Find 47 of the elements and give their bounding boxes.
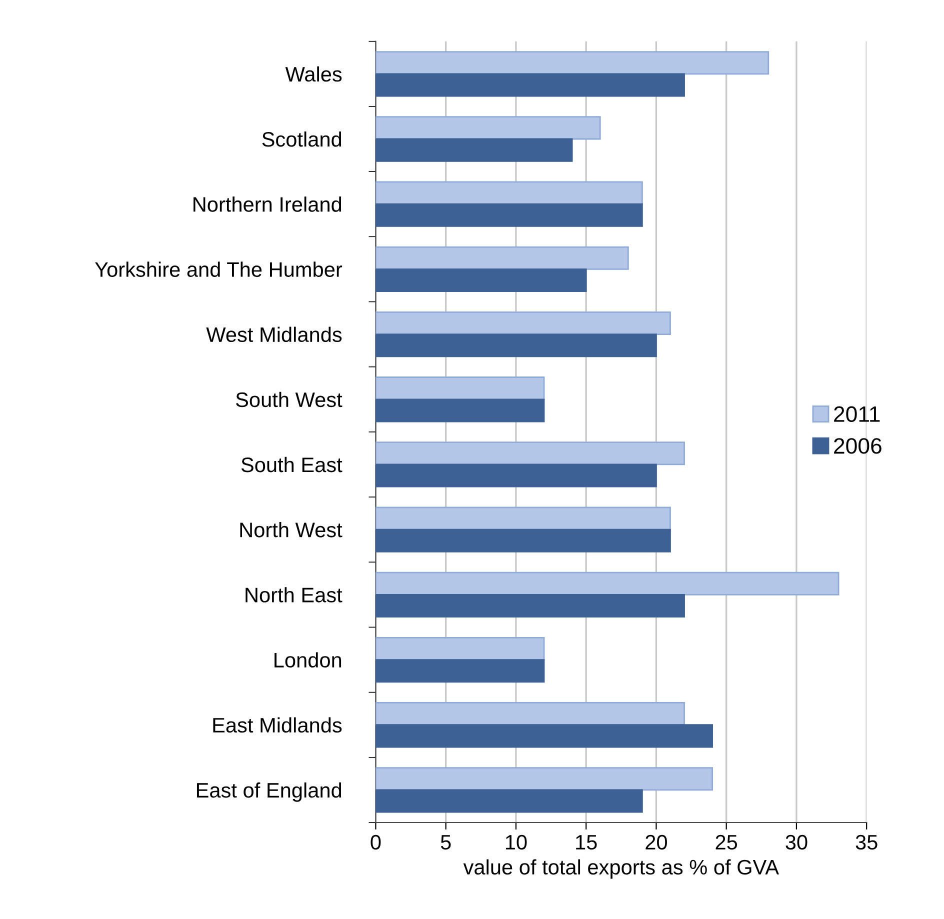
bar (376, 116, 601, 140)
y-tick-label: Scotland (262, 131, 342, 147)
legend-label: 2011 (834, 406, 880, 422)
y-tick-label: North East (246, 587, 342, 602)
bar (376, 376, 545, 400)
bar (376, 138, 573, 162)
bar (376, 181, 643, 205)
x-tick-label: 30 (786, 834, 808, 850)
y-tick-label: East Midlands (213, 717, 342, 733)
x-tick-label: 25 (716, 834, 738, 850)
bar (376, 506, 671, 530)
bar (376, 203, 643, 227)
bar (376, 311, 671, 335)
bar (376, 702, 685, 726)
x-tick-label: 15 (576, 835, 597, 850)
bar (376, 594, 685, 618)
bar (376, 724, 714, 748)
x-tick-label: 5 (440, 835, 451, 850)
y-tick-label: West Midlands (206, 326, 342, 342)
y-tick-label: Northern Ireland (194, 196, 342, 212)
x-tick-label: 0 (370, 834, 381, 850)
y-tick-label: Wales (285, 66, 342, 82)
bar (376, 636, 545, 660)
bar (376, 464, 657, 488)
bar (376, 767, 714, 791)
bar (376, 789, 643, 813)
x-axis-title: value of total exports as % of GVA (463, 859, 779, 879)
bar (376, 51, 770, 75)
y-tick-label: London (274, 652, 342, 668)
bar (376, 246, 629, 270)
bar (376, 659, 545, 683)
x-tick-label: 35 (856, 834, 878, 850)
bar (376, 572, 840, 596)
x-tick-label: 20 (646, 834, 667, 850)
bar (376, 268, 587, 292)
y-tick-label: South East (241, 456, 342, 472)
bar (376, 528, 671, 552)
y-tick-label: East of England (197, 782, 342, 802)
bar (376, 73, 685, 97)
y-tick-label: Yorkshire and The Humber (95, 262, 342, 277)
bar (376, 442, 685, 466)
bar (376, 334, 657, 358)
x-tick-label: 10 (506, 834, 527, 850)
y-tick-label: North West (240, 522, 342, 538)
y-tick-label: South West (236, 392, 342, 408)
legend-label: 2006 (834, 438, 882, 454)
bar (376, 398, 545, 422)
